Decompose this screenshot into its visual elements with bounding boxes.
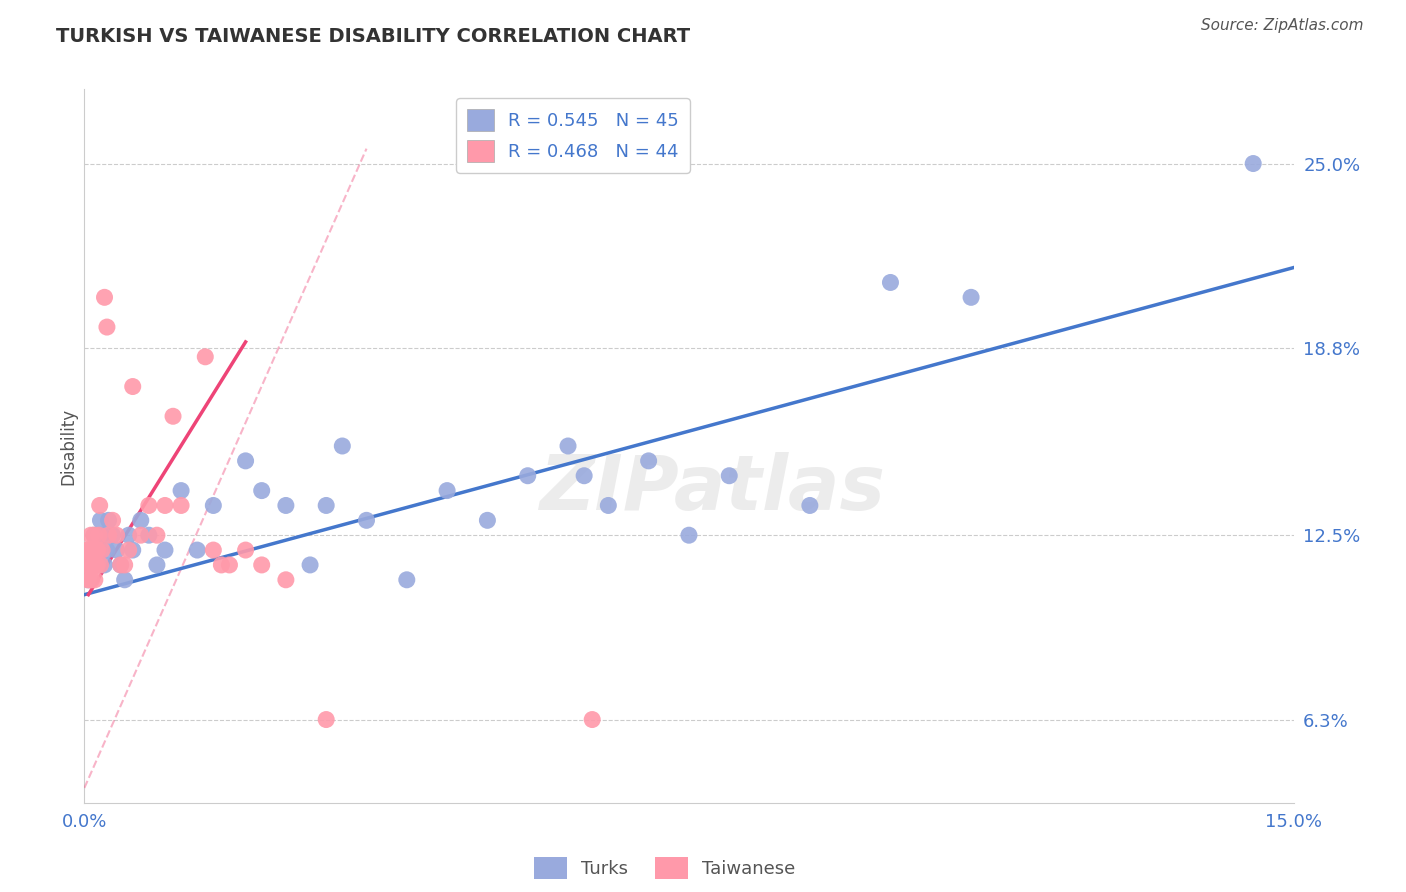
Point: [170, 499, 193, 513]
Point: [89, 513, 111, 527]
Point: [87, 528, 110, 542]
Point: [89, 558, 111, 572]
Point: [97, 528, 120, 542]
Point: [138, 528, 160, 542]
Point: [83, 528, 105, 542]
Point: [202, 543, 225, 558]
Point: [436, 483, 458, 498]
Point: [77, 558, 100, 572]
Point: [89, 499, 111, 513]
Point: [330, 439, 353, 453]
Point: [101, 513, 124, 527]
Point: [274, 499, 297, 513]
Point: [84, 558, 107, 572]
Point: [96, 320, 118, 334]
Point: [202, 499, 225, 513]
Point: [235, 454, 257, 468]
Point: [138, 499, 160, 513]
Point: [82, 543, 104, 558]
Point: [315, 499, 337, 513]
Point: [153, 499, 176, 513]
Point: [82, 558, 104, 572]
Point: [96, 543, 118, 558]
Point: [75, 543, 97, 558]
Point: [91, 528, 114, 542]
Point: [572, 468, 595, 483]
Point: [97, 513, 120, 527]
Point: [250, 558, 273, 572]
Point: [209, 558, 232, 572]
Point: [194, 350, 217, 364]
Point: [581, 713, 603, 727]
Point: [80, 573, 103, 587]
Point: [146, 558, 169, 572]
Point: [114, 573, 136, 587]
Point: [118, 528, 141, 542]
Point: [83, 573, 105, 587]
Point: [637, 454, 659, 468]
Point: [250, 483, 273, 498]
Point: [79, 573, 101, 587]
Point: [718, 468, 741, 483]
Point: [93, 290, 115, 304]
Point: [86, 558, 108, 572]
Point: [77, 543, 100, 558]
Point: [76, 558, 98, 572]
Point: [598, 499, 620, 513]
Point: [76, 573, 98, 587]
Point: [80, 558, 103, 572]
Point: [114, 558, 136, 572]
Point: [129, 513, 152, 527]
Point: [315, 713, 337, 727]
Point: [235, 543, 257, 558]
Point: [879, 276, 901, 290]
Legend: Turks, Taiwanese: Turks, Taiwanese: [527, 850, 803, 887]
Point: [153, 543, 176, 558]
Point: [105, 528, 128, 542]
Point: [83, 528, 105, 542]
Point: [1241, 156, 1264, 170]
Point: [799, 499, 821, 513]
Point: [356, 513, 378, 527]
Point: [557, 439, 579, 453]
Point: [170, 483, 193, 498]
Point: [186, 543, 208, 558]
Point: [118, 543, 141, 558]
Point: [129, 528, 152, 542]
Point: [146, 528, 169, 542]
Point: [274, 573, 297, 587]
Point: [299, 558, 322, 572]
Y-axis label: Disability: Disability: [59, 408, 77, 484]
Point: [86, 558, 108, 572]
Point: [86, 543, 108, 558]
Text: TURKISH VS TAIWANESE DISABILITY CORRELATION CHART: TURKISH VS TAIWANESE DISABILITY CORRELAT…: [56, 27, 690, 45]
Text: ZIPatlas: ZIPatlas: [540, 452, 886, 525]
Point: [110, 558, 132, 572]
Point: [101, 528, 124, 542]
Point: [87, 543, 110, 558]
Point: [77, 573, 100, 587]
Point: [121, 543, 143, 558]
Point: [395, 573, 418, 587]
Point: [105, 543, 128, 558]
Point: [87, 543, 110, 558]
Point: [82, 543, 104, 558]
Point: [162, 409, 184, 424]
Text: Source: ZipAtlas.com: Source: ZipAtlas.com: [1201, 18, 1364, 33]
Point: [80, 528, 103, 542]
Point: [121, 379, 143, 393]
Point: [110, 558, 132, 572]
Point: [91, 543, 114, 558]
Point: [678, 528, 700, 542]
Point: [477, 513, 499, 527]
Point: [516, 468, 538, 483]
Point: [93, 558, 115, 572]
Point: [218, 558, 240, 572]
Point: [960, 290, 983, 304]
